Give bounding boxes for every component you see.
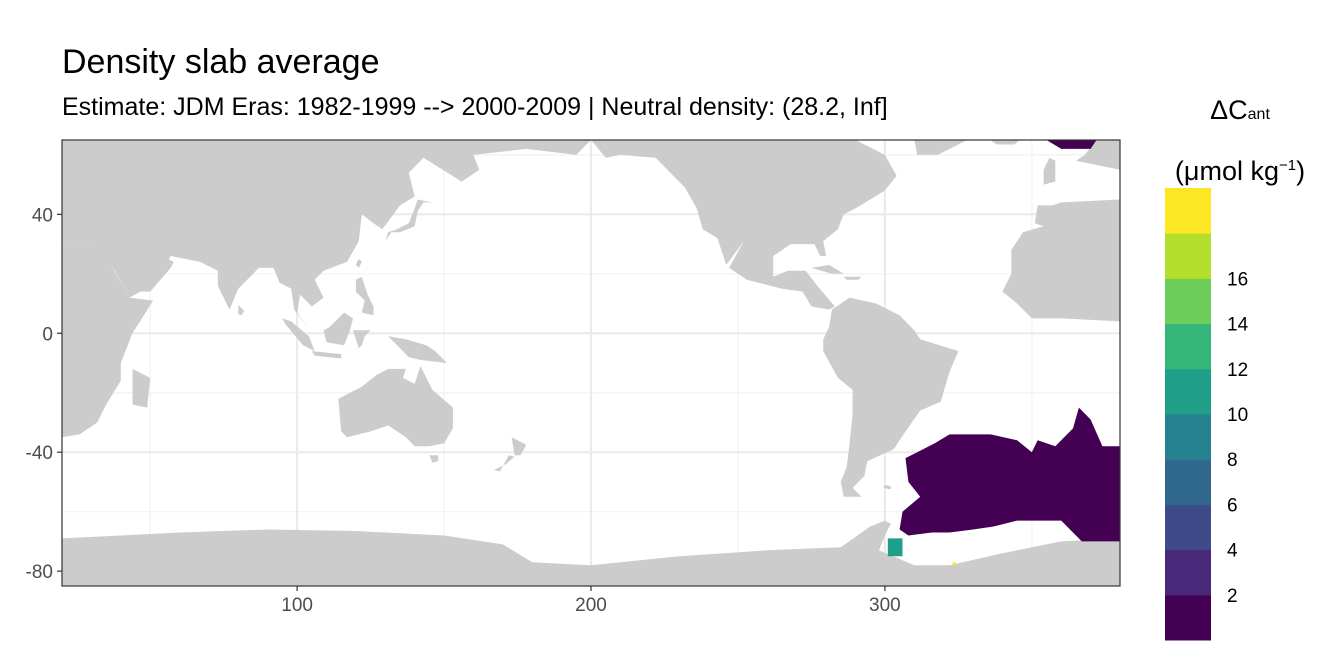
land-cuba <box>811 264 844 274</box>
legend-units-prefix: (μmol kg <box>1174 156 1279 186</box>
legend-label: 8 <box>1227 450 1238 471</box>
legend-colorbar: 2 4 6 8 10 12 14 16 <box>1165 188 1249 641</box>
legend-label: 4 <box>1227 541 1238 562</box>
land-layer <box>62 140 1120 586</box>
land-arabia <box>106 235 174 292</box>
legend-units-superscript: −1 <box>1278 157 1297 174</box>
legend-swatch <box>1165 414 1211 460</box>
land-taiwan <box>355 258 362 268</box>
legend-swatch <box>1165 323 1211 370</box>
land-greenland <box>914 140 968 155</box>
cant-region-peninsula-shelf <box>887 538 903 557</box>
land-antarctica <box>62 520 1120 586</box>
legend-swatch <box>1165 233 1211 279</box>
land-british-isles <box>1043 157 1056 185</box>
land-south-america <box>823 297 959 497</box>
y-tick-label: 40 <box>32 205 53 226</box>
cant-region-weddell-atlantic <box>899 407 1120 542</box>
land-new-zealand-north <box>511 437 527 456</box>
land-iberia-nw-africa <box>1002 199 1120 322</box>
y-tick-label: 0 <box>42 324 53 345</box>
cant-cell-weddell-shelf <box>952 562 956 566</box>
legend-swatch <box>1165 188 1211 234</box>
map-panel <box>61 139 1121 587</box>
legend-label: 10 <box>1227 405 1248 426</box>
legend-swatch <box>1165 504 1211 551</box>
legend-label: 12 <box>1227 360 1248 381</box>
land-java <box>311 351 342 359</box>
legend-title: ΔCant (μmol kg−1) <box>1150 82 1330 199</box>
land-scandinavia <box>1075 140 1120 170</box>
legend-label: 2 <box>1227 586 1238 607</box>
land-australia <box>338 366 453 447</box>
land-borneo <box>323 312 353 346</box>
legend-swatch <box>1165 594 1211 641</box>
x-tick-label: 200 <box>575 595 607 616</box>
legend-label: 14 <box>1227 315 1249 336</box>
land-japan <box>385 199 433 242</box>
land-iceland <box>990 140 1021 145</box>
land-new-zealand-south <box>494 455 515 472</box>
cant-region-nordic-seas <box>1046 140 1097 149</box>
land-africa <box>62 241 154 438</box>
legend-units-suffix: ) <box>1296 156 1306 186</box>
land-asia-europe <box>62 140 591 331</box>
legend-title-subscript: ant <box>1247 106 1270 123</box>
legend-label: 16 <box>1227 269 1248 290</box>
land-philippines <box>355 276 374 316</box>
land-tasmania <box>429 455 439 463</box>
y-tick-label: -80 <box>26 562 53 583</box>
legend-label: 6 <box>1227 495 1238 516</box>
legend-swatch <box>1165 459 1211 505</box>
chart-subtitle: Estimate: JDM Eras: 1982-1999 --> 2000-2… <box>62 93 888 121</box>
land-sulawesi <box>353 330 371 349</box>
land-north-america <box>591 140 897 310</box>
y-tick-label: -40 <box>26 443 53 464</box>
land-falklands <box>883 484 891 490</box>
land-sri-lanka <box>238 305 245 316</box>
land-new-guinea <box>388 336 447 363</box>
delta-cant-raster <box>887 140 1120 566</box>
chart-title: Density slab average <box>62 43 380 81</box>
land-madagascar <box>132 368 151 408</box>
legend-title-symbol: ΔC <box>1210 95 1248 125</box>
land-hispaniola <box>843 276 862 280</box>
legend-swatch <box>1165 278 1211 325</box>
x-tick-label: 100 <box>281 595 313 616</box>
legend-swatch <box>1165 368 1211 415</box>
land-sumatra <box>282 318 315 352</box>
legend-swatch <box>1165 549 1211 596</box>
x-tick-label: 300 <box>869 595 901 616</box>
